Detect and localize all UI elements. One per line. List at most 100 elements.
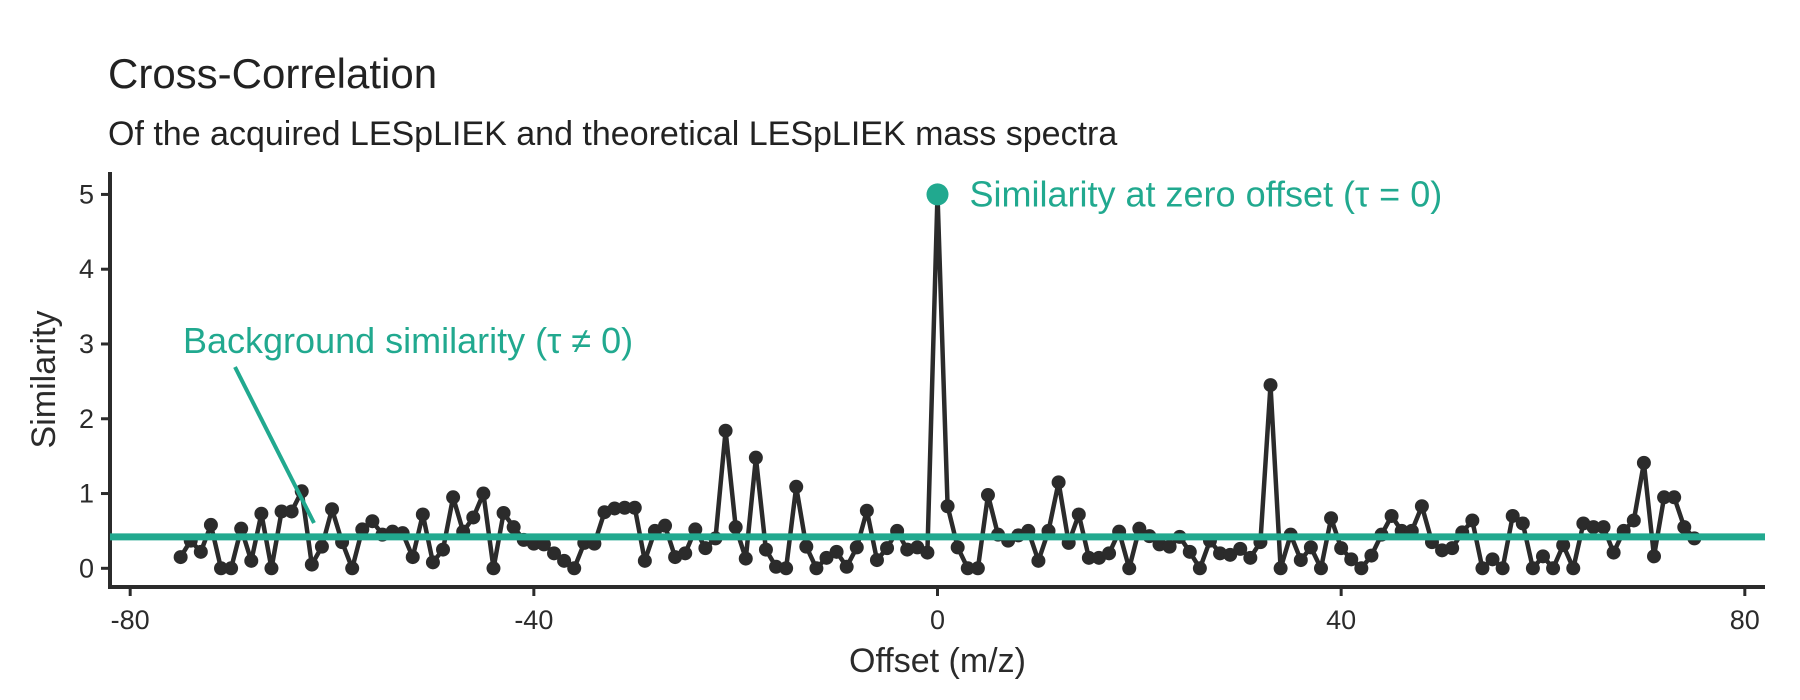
data-point: [920, 545, 935, 560]
data-point: [1384, 508, 1399, 523]
data-point: [193, 544, 208, 559]
background-annotation-label: Background similarity (τ ≠ 0): [183, 320, 633, 361]
data-point: [607, 501, 622, 516]
data-point: [819, 550, 834, 565]
data-point: [476, 486, 491, 501]
y-tick-label: 3: [79, 329, 94, 359]
data-point: [274, 504, 289, 519]
data-point: [547, 546, 562, 561]
data-point: [1646, 549, 1661, 564]
data-point: [1525, 561, 1540, 576]
data-point: [1233, 541, 1248, 556]
data-point: [698, 541, 713, 556]
data-point: [980, 488, 995, 503]
data-point: [758, 542, 773, 557]
data-point: [1344, 552, 1359, 567]
zero-offset-annotation: Similarity at zero offset (τ = 0): [926, 173, 1443, 214]
data-point: [234, 521, 249, 536]
data-point: [809, 561, 824, 576]
data-point: [1626, 513, 1641, 528]
data-point: [839, 559, 854, 574]
data-point: [536, 537, 551, 552]
x-tick-label: -80: [111, 605, 150, 635]
data-point: [405, 550, 420, 565]
data-point: [355, 522, 370, 537]
data-point: [718, 423, 733, 438]
data-point: [970, 561, 985, 576]
data-point: [264, 561, 279, 576]
data-point: [1182, 544, 1197, 559]
data-point: [567, 561, 582, 576]
data-point: [940, 499, 955, 514]
data-point: [466, 510, 481, 525]
data-point: [799, 539, 814, 554]
data-point: [1495, 561, 1510, 576]
data-point: [789, 479, 804, 494]
data-point: [1546, 561, 1561, 576]
data-point: [1515, 516, 1530, 531]
data-point: [304, 557, 319, 572]
data-point: [748, 450, 763, 465]
data-point: [1071, 507, 1086, 522]
data-point: [627, 500, 642, 515]
background-annotation: Background similarity (τ ≠ 0): [183, 320, 633, 524]
data-point: [1334, 541, 1349, 556]
data-point: [425, 555, 440, 570]
data-point: [1273, 561, 1288, 576]
data-point: [1586, 520, 1601, 535]
data-point: [859, 503, 874, 518]
data-point: [1132, 521, 1147, 536]
data-point: [1657, 490, 1672, 505]
data-point: [1243, 550, 1258, 565]
data-point: [1596, 520, 1611, 535]
data-point: [829, 544, 844, 559]
x-tick-label: 80: [1730, 605, 1760, 635]
data-point: [849, 540, 864, 555]
data-point: [345, 561, 360, 576]
y-tick-label: 0: [79, 553, 94, 583]
data-point: [1223, 547, 1238, 562]
y-tick-label: 2: [79, 404, 94, 434]
data-point: [688, 522, 703, 537]
data-point: [506, 520, 521, 535]
y-tick-label: 4: [79, 254, 94, 284]
data-point: [254, 506, 269, 521]
series-line: [178, 192, 1697, 571]
data-point: [1313, 561, 1328, 576]
data-point: [1303, 540, 1318, 555]
x-axis-title: Offset (m/z): [849, 642, 1026, 680]
data-point: [1445, 541, 1460, 556]
data-point: [203, 517, 218, 532]
data-point: [1556, 538, 1571, 553]
data-point: [1465, 513, 1480, 528]
data-point: [415, 507, 430, 522]
data-point: [1081, 550, 1096, 565]
data-point: [1505, 508, 1520, 523]
data-point: [1122, 561, 1137, 576]
chart-subtitle: Of the acquired LESpLIEK and theoretical…: [108, 115, 1117, 153]
data-point: [214, 561, 229, 576]
data-point: [1031, 553, 1046, 568]
data-point: [1192, 561, 1207, 576]
data-point: [244, 553, 259, 568]
data-point: [325, 502, 340, 517]
data-point: [224, 561, 239, 576]
data-point: [779, 561, 794, 576]
x-tick-label: -40: [514, 605, 553, 635]
x-tick-label: 0: [930, 605, 945, 635]
data-point: [869, 553, 884, 568]
data-point: [617, 500, 632, 515]
x-ticks: -80 -40 0 40 80: [111, 587, 1760, 635]
data-point: [1414, 499, 1429, 514]
data-point: [446, 490, 461, 505]
data-point: [314, 539, 329, 554]
background-annotation-pointer: [233, 366, 316, 524]
data-point: [1636, 455, 1651, 470]
data-point: [365, 514, 380, 529]
data-point: [496, 505, 511, 520]
data-point: [658, 518, 673, 533]
y-tick-label: 5: [79, 179, 94, 209]
data-point: [1263, 378, 1278, 393]
data-point: [960, 561, 975, 576]
zero-offset-annotation-label: Similarity at zero offset (τ = 0): [970, 173, 1443, 214]
